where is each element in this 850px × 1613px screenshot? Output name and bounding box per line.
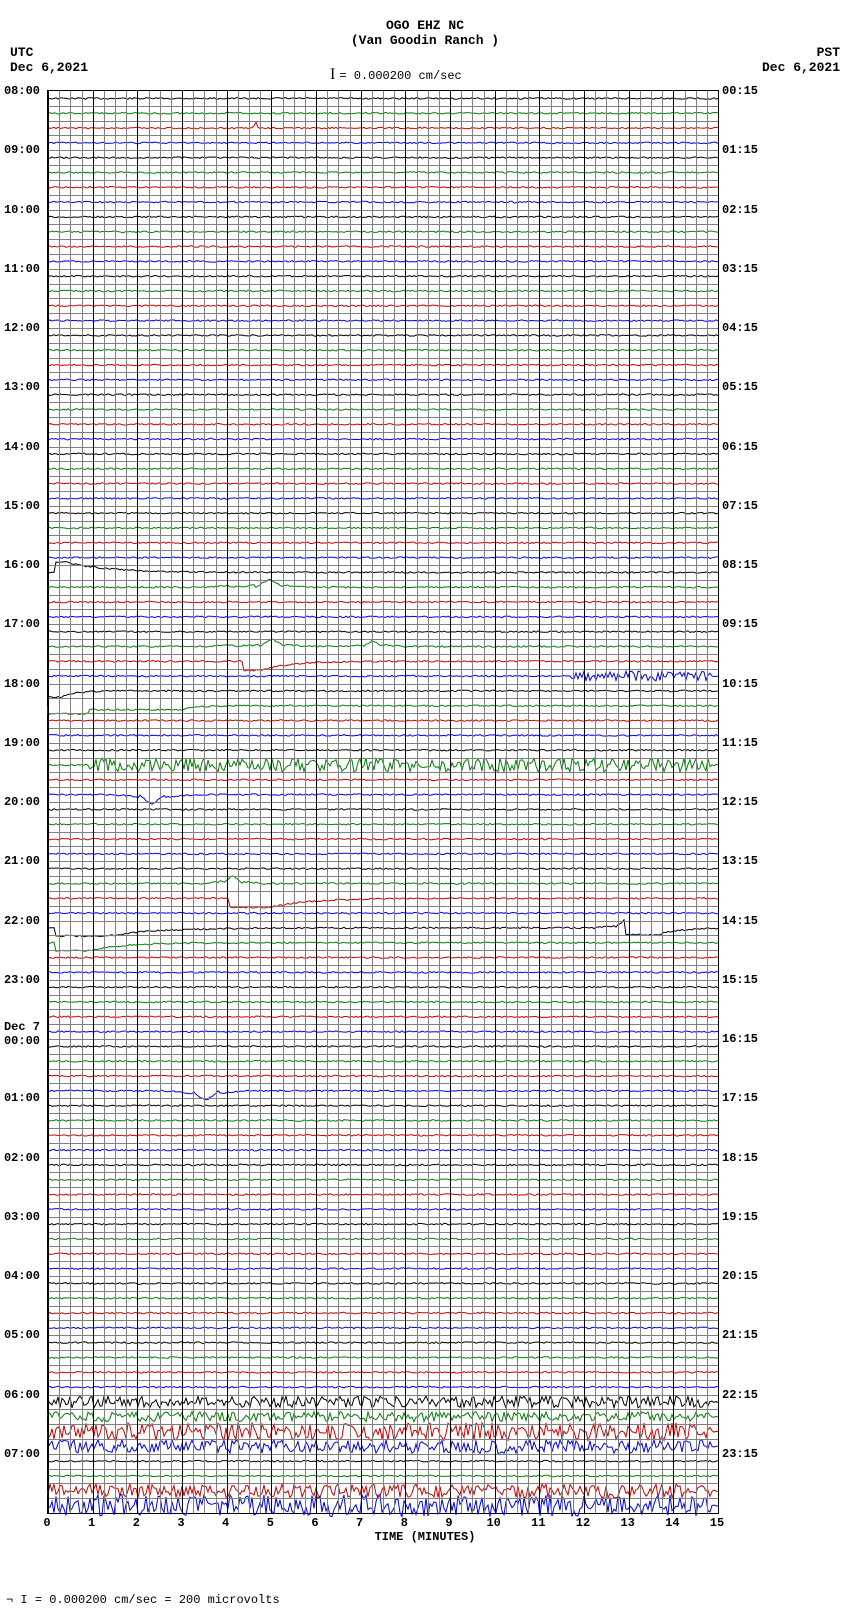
utc-time-label: 16:00: [4, 558, 40, 572]
utc-time-label: 11:00: [4, 262, 40, 276]
tz-right-label: PST: [817, 45, 840, 60]
pst-time-label: 20:15: [722, 1269, 758, 1283]
pst-time-label: 09:15: [722, 617, 758, 631]
x-tick: 13: [620, 1516, 634, 1530]
pst-time-label: 06:15: [722, 440, 758, 454]
pst-time-label: 07:15: [722, 499, 758, 513]
utc-time-label: 03:00: [4, 1210, 40, 1224]
pst-time-label: 14:15: [722, 914, 758, 928]
x-tick: 9: [445, 1516, 452, 1530]
x-tick: 4: [222, 1516, 229, 1530]
utc-time-label: 19:00: [4, 736, 40, 750]
pst-time-label: 03:15: [722, 262, 758, 276]
pst-time-label: 04:15: [722, 321, 758, 335]
x-tick: 6: [311, 1516, 318, 1530]
x-tick: 3: [177, 1516, 184, 1530]
pst-time-label: 21:15: [722, 1328, 758, 1342]
x-tick: 8: [401, 1516, 408, 1530]
pst-time-label: 15:15: [722, 973, 758, 987]
scale-legend: I = 0.000200 cm/sec: [330, 66, 462, 84]
station-location: (Van Goodin Ranch ): [0, 33, 850, 48]
chart-header: OGO EHZ NC (Van Goodin Ranch ): [0, 18, 850, 48]
x-tick: 12: [576, 1516, 590, 1530]
station-code: OGO EHZ NC: [0, 18, 850, 33]
pst-time-label: 22:15: [722, 1388, 758, 1402]
pst-time-label: 19:15: [722, 1210, 758, 1224]
utc-time-label: 22:00: [4, 914, 40, 928]
utc-time-label: 04:00: [4, 1269, 40, 1283]
pst-time-label: 10:15: [722, 677, 758, 691]
x-tick: 0: [43, 1516, 50, 1530]
utc-time-label: 20:00: [4, 795, 40, 809]
utc-time-label: Dec 700:00: [4, 1020, 40, 1048]
pst-time-label: 13:15: [722, 854, 758, 868]
utc-time-label: 07:00: [4, 1447, 40, 1461]
pst-time-label: 01:15: [722, 143, 758, 157]
pst-time-label: 18:15: [722, 1151, 758, 1165]
utc-time-label: 06:00: [4, 1388, 40, 1402]
utc-time-label: 09:00: [4, 143, 40, 157]
pst-time-label: 00:15: [722, 84, 758, 98]
x-tick: 7: [356, 1516, 363, 1530]
utc-time-label: 01:00: [4, 1091, 40, 1105]
footer-scale: ¬ I = 0.000200 cm/sec = 200 microvolts: [6, 1593, 280, 1607]
utc-time-label: 10:00: [4, 203, 40, 217]
x-axis-title: TIME (MINUTES): [0, 1530, 850, 1544]
seismogram-plot: [47, 90, 719, 1514]
date-right: Dec 6,2021: [762, 60, 840, 75]
x-tick: 11: [531, 1516, 545, 1530]
pst-time-label: 05:15: [722, 380, 758, 394]
utc-time-label: 02:00: [4, 1151, 40, 1165]
utc-time-label: 14:00: [4, 440, 40, 454]
utc-time-label: 13:00: [4, 380, 40, 394]
utc-time-label: 12:00: [4, 321, 40, 335]
tz-left-label: UTC: [10, 45, 33, 60]
x-tick: 2: [133, 1516, 140, 1530]
utc-time-label: 18:00: [4, 677, 40, 691]
utc-time-label: 23:00: [4, 973, 40, 987]
utc-time-label: 15:00: [4, 499, 40, 513]
x-tick: 5: [267, 1516, 274, 1530]
date-left: Dec 6,2021: [10, 60, 88, 75]
pst-time-label: 16:15: [722, 1032, 758, 1046]
utc-time-label: 21:00: [4, 854, 40, 868]
x-tick: 10: [486, 1516, 500, 1530]
utc-time-label: 08:00: [4, 84, 40, 98]
pst-time-label: 08:15: [722, 558, 758, 572]
pst-time-label: 02:15: [722, 203, 758, 217]
pst-time-label: 17:15: [722, 1091, 758, 1105]
x-tick: 1: [88, 1516, 95, 1530]
utc-time-label: 17:00: [4, 617, 40, 631]
x-tick: 14: [665, 1516, 679, 1530]
x-tick: 15: [710, 1516, 724, 1530]
pst-time-label: 23:15: [722, 1447, 758, 1461]
pst-time-label: 12:15: [722, 795, 758, 809]
utc-time-label: 05:00: [4, 1328, 40, 1342]
pst-time-label: 11:15: [722, 736, 758, 750]
